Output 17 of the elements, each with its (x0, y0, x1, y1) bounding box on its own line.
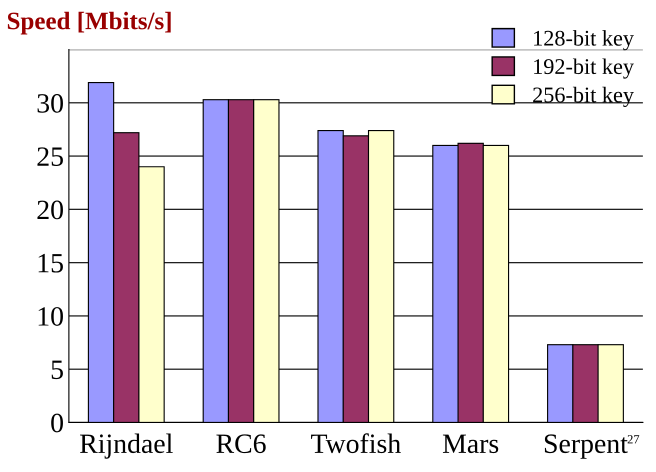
text: 27 (628, 435, 640, 444)
chart-title: Speed [Mbits/s] (8, 12, 171, 34)
x-tick-label: Serpent (544, 434, 628, 459)
x-tick-label: Twofish (311, 433, 401, 454)
legend-label: 256-bit key (533, 86, 634, 108)
legend-label: 128-bit key (534, 30, 634, 50)
y-tick-label: 0 (51, 414, 63, 432)
y-tick-label: 25 (37, 147, 63, 166)
y-tick-label: 30 (38, 94, 63, 113)
x-tick-label: Mars (442, 434, 498, 454)
y-tick-label: 5 (52, 360, 63, 380)
legend-label: 192-bit key (534, 58, 634, 79)
x-tick-label: RC6 (216, 434, 266, 454)
y-tick-label: 20 (37, 200, 63, 220)
x-tick-label: Rijndael (80, 434, 173, 459)
y-tick-label: 15 (38, 254, 63, 273)
y-tick-label: 10 (38, 307, 63, 326)
